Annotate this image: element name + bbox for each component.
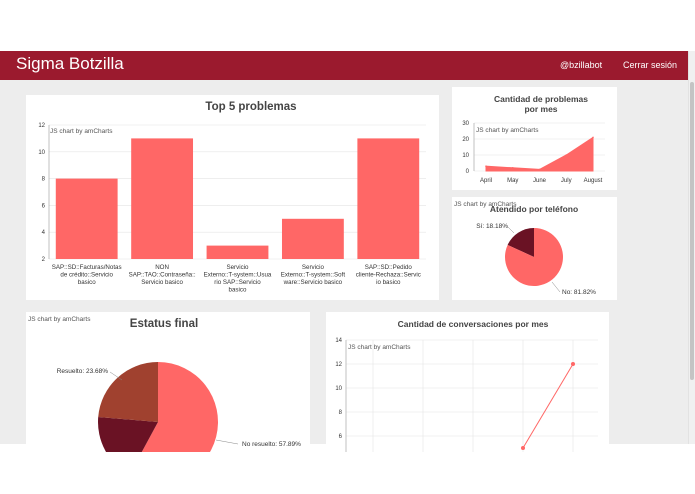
status-slice: [98, 362, 158, 422]
top5-category-label: basico: [78, 279, 96, 286]
conversations-chart: Cantidad de conversaciones por mes JS ch…: [335, 319, 598, 460]
monthly-point: [565, 154, 568, 156]
top5-y-tick: 4: [42, 230, 46, 236]
top5-bar: [281, 218, 344, 259]
monthly-point: [592, 136, 594, 139]
top5-category-label: SAP::TAO::Contraseña::: [129, 272, 196, 279]
top5-chart: Top 5 problemas JS chart by amCharts 2 4 6…: [38, 101, 426, 294]
top5-category-label: io basico: [376, 279, 401, 286]
top5-y-tick: 6: [42, 203, 46, 209]
top5-category-label: ware::Servicio basico: [283, 279, 343, 286]
conversations-panel: Cantidad de conversaciones por mes JS ch…: [326, 312, 609, 460]
top5-category-label: basico: [229, 287, 247, 294]
phone-slice-label: No: 81.82%: [562, 289, 596, 296]
conversations-y-tick: 6: [339, 434, 343, 440]
top5-category-label: SAP::SD::Pedido: [365, 264, 413, 271]
phone-title: Atendido por teléfono: [490, 204, 578, 214]
conversations-point: [521, 446, 525, 450]
scrollbar-thumb[interactable]: [690, 82, 694, 380]
conversations-title: Cantidad de conversaciones por mes: [398, 319, 549, 329]
monthly-x-tick: April: [480, 178, 492, 184]
conversations-line-series: [522, 363, 574, 449]
phone-slice: [505, 228, 563, 286]
conversations-credit: JS chart by amCharts: [348, 344, 411, 351]
top5-credit: JS chart by amCharts: [50, 128, 113, 135]
monthly-y-tick: 0: [466, 169, 470, 175]
status-slice-label: No resuelto: 57.89%: [242, 441, 301, 448]
top5-category-label: Servicio: [302, 264, 325, 271]
monthly-y-tick: 20: [462, 137, 469, 143]
conversations-y-tick: 12: [335, 362, 342, 368]
top-navbar: Sigma Botzilla @bzillabot Cerrar sesión: [0, 51, 688, 80]
monthly-x-tick: August: [584, 178, 603, 184]
top5-y-tick: 2: [42, 257, 46, 263]
monthly-x-tick: June: [533, 178, 547, 184]
top5-category-label: Servicio: [226, 264, 249, 271]
status-credit: JS chart by amCharts: [28, 316, 91, 323]
top5-panel: Top 5 problemas JS chart by amCharts 2 4 6…: [26, 95, 439, 300]
top5-title: Top 5 problemas: [205, 101, 296, 113]
status-panel: Estatus final JS chart by amCharts No re…: [26, 312, 310, 482]
conversations-point: [571, 362, 575, 366]
monthly-title-line2: por mes: [524, 104, 557, 114]
monthly-credit: JS chart by amCharts: [476, 127, 539, 134]
top5-category-label: Externo::T-system::Soft: [281, 272, 346, 279]
status-label-leader: [215, 439, 239, 445]
monthly-x-tick: May: [507, 178, 518, 184]
monthly-chart: Cantidad de problemas por mes JS chart b…: [462, 94, 605, 184]
top5-category-label: de crédito::Servicio: [60, 272, 113, 279]
top5-bar: [55, 178, 118, 259]
monthly-point: [511, 167, 514, 169]
monthly-point: [538, 168, 541, 171]
status-label-leader: [109, 371, 123, 381]
top5-bar: [357, 138, 420, 259]
phone-panel: Atendido por teléfono JS chart by amChar…: [452, 197, 617, 300]
monthly-area-series: [485, 136, 594, 172]
monthly-x-tick: July: [561, 178, 572, 184]
top5-category-label: Servicio basico: [141, 279, 183, 286]
top5-bar: [131, 138, 194, 259]
phone-label-leader: [551, 281, 561, 293]
app-title[interactable]: Sigma Botzilla: [16, 54, 124, 73]
top5-category-label: Externo::T-system::Usua: [204, 272, 272, 279]
top5-category-label: SAP::SD::Facturas/Notas: [52, 264, 122, 271]
monthly-y-tick: 10: [462, 153, 469, 159]
top5-category-label: NON: [155, 264, 169, 271]
status-slice-label: Resuelto: 23.68%: [57, 368, 109, 375]
phone-slice-label: Sí: 18.18%: [476, 223, 508, 230]
top5-y-tick: 12: [38, 123, 45, 129]
logout-link[interactable]: Cerrar sesión: [623, 60, 678, 70]
top5-bar: [206, 245, 269, 259]
phone-slice: [507, 228, 534, 257]
monthly-y-tick: 30: [462, 121, 469, 127]
conversations-y-tick: 8: [339, 410, 343, 416]
top5-category-label: cliente-Rechaza::Servic: [356, 272, 421, 279]
monthly-panel: Cantidad de problemas por mes JS chart b…: [452, 87, 617, 190]
top5-y-tick: 8: [42, 177, 46, 183]
phone-label-leader: [507, 226, 515, 234]
top5-y-tick: 10: [38, 150, 45, 156]
phone-credit: JS chart by amCharts: [454, 201, 517, 208]
status-chart: Estatus final JS chart by amCharts No re…: [28, 316, 301, 482]
conversations-y-tick: 10: [335, 386, 342, 392]
phone-chart: Atendido por teléfono JS chart by amChar…: [454, 201, 596, 296]
user-handle[interactable]: @bzillabot: [560, 60, 603, 70]
status-title: Estatus final: [130, 318, 198, 330]
conversations-y-tick: 14: [335, 338, 342, 344]
monthly-point: [485, 165, 487, 167]
monthly-title-line1: Cantidad de problemas: [494, 94, 588, 104]
top5-category-label: rio SAP::Servicio: [214, 279, 261, 286]
